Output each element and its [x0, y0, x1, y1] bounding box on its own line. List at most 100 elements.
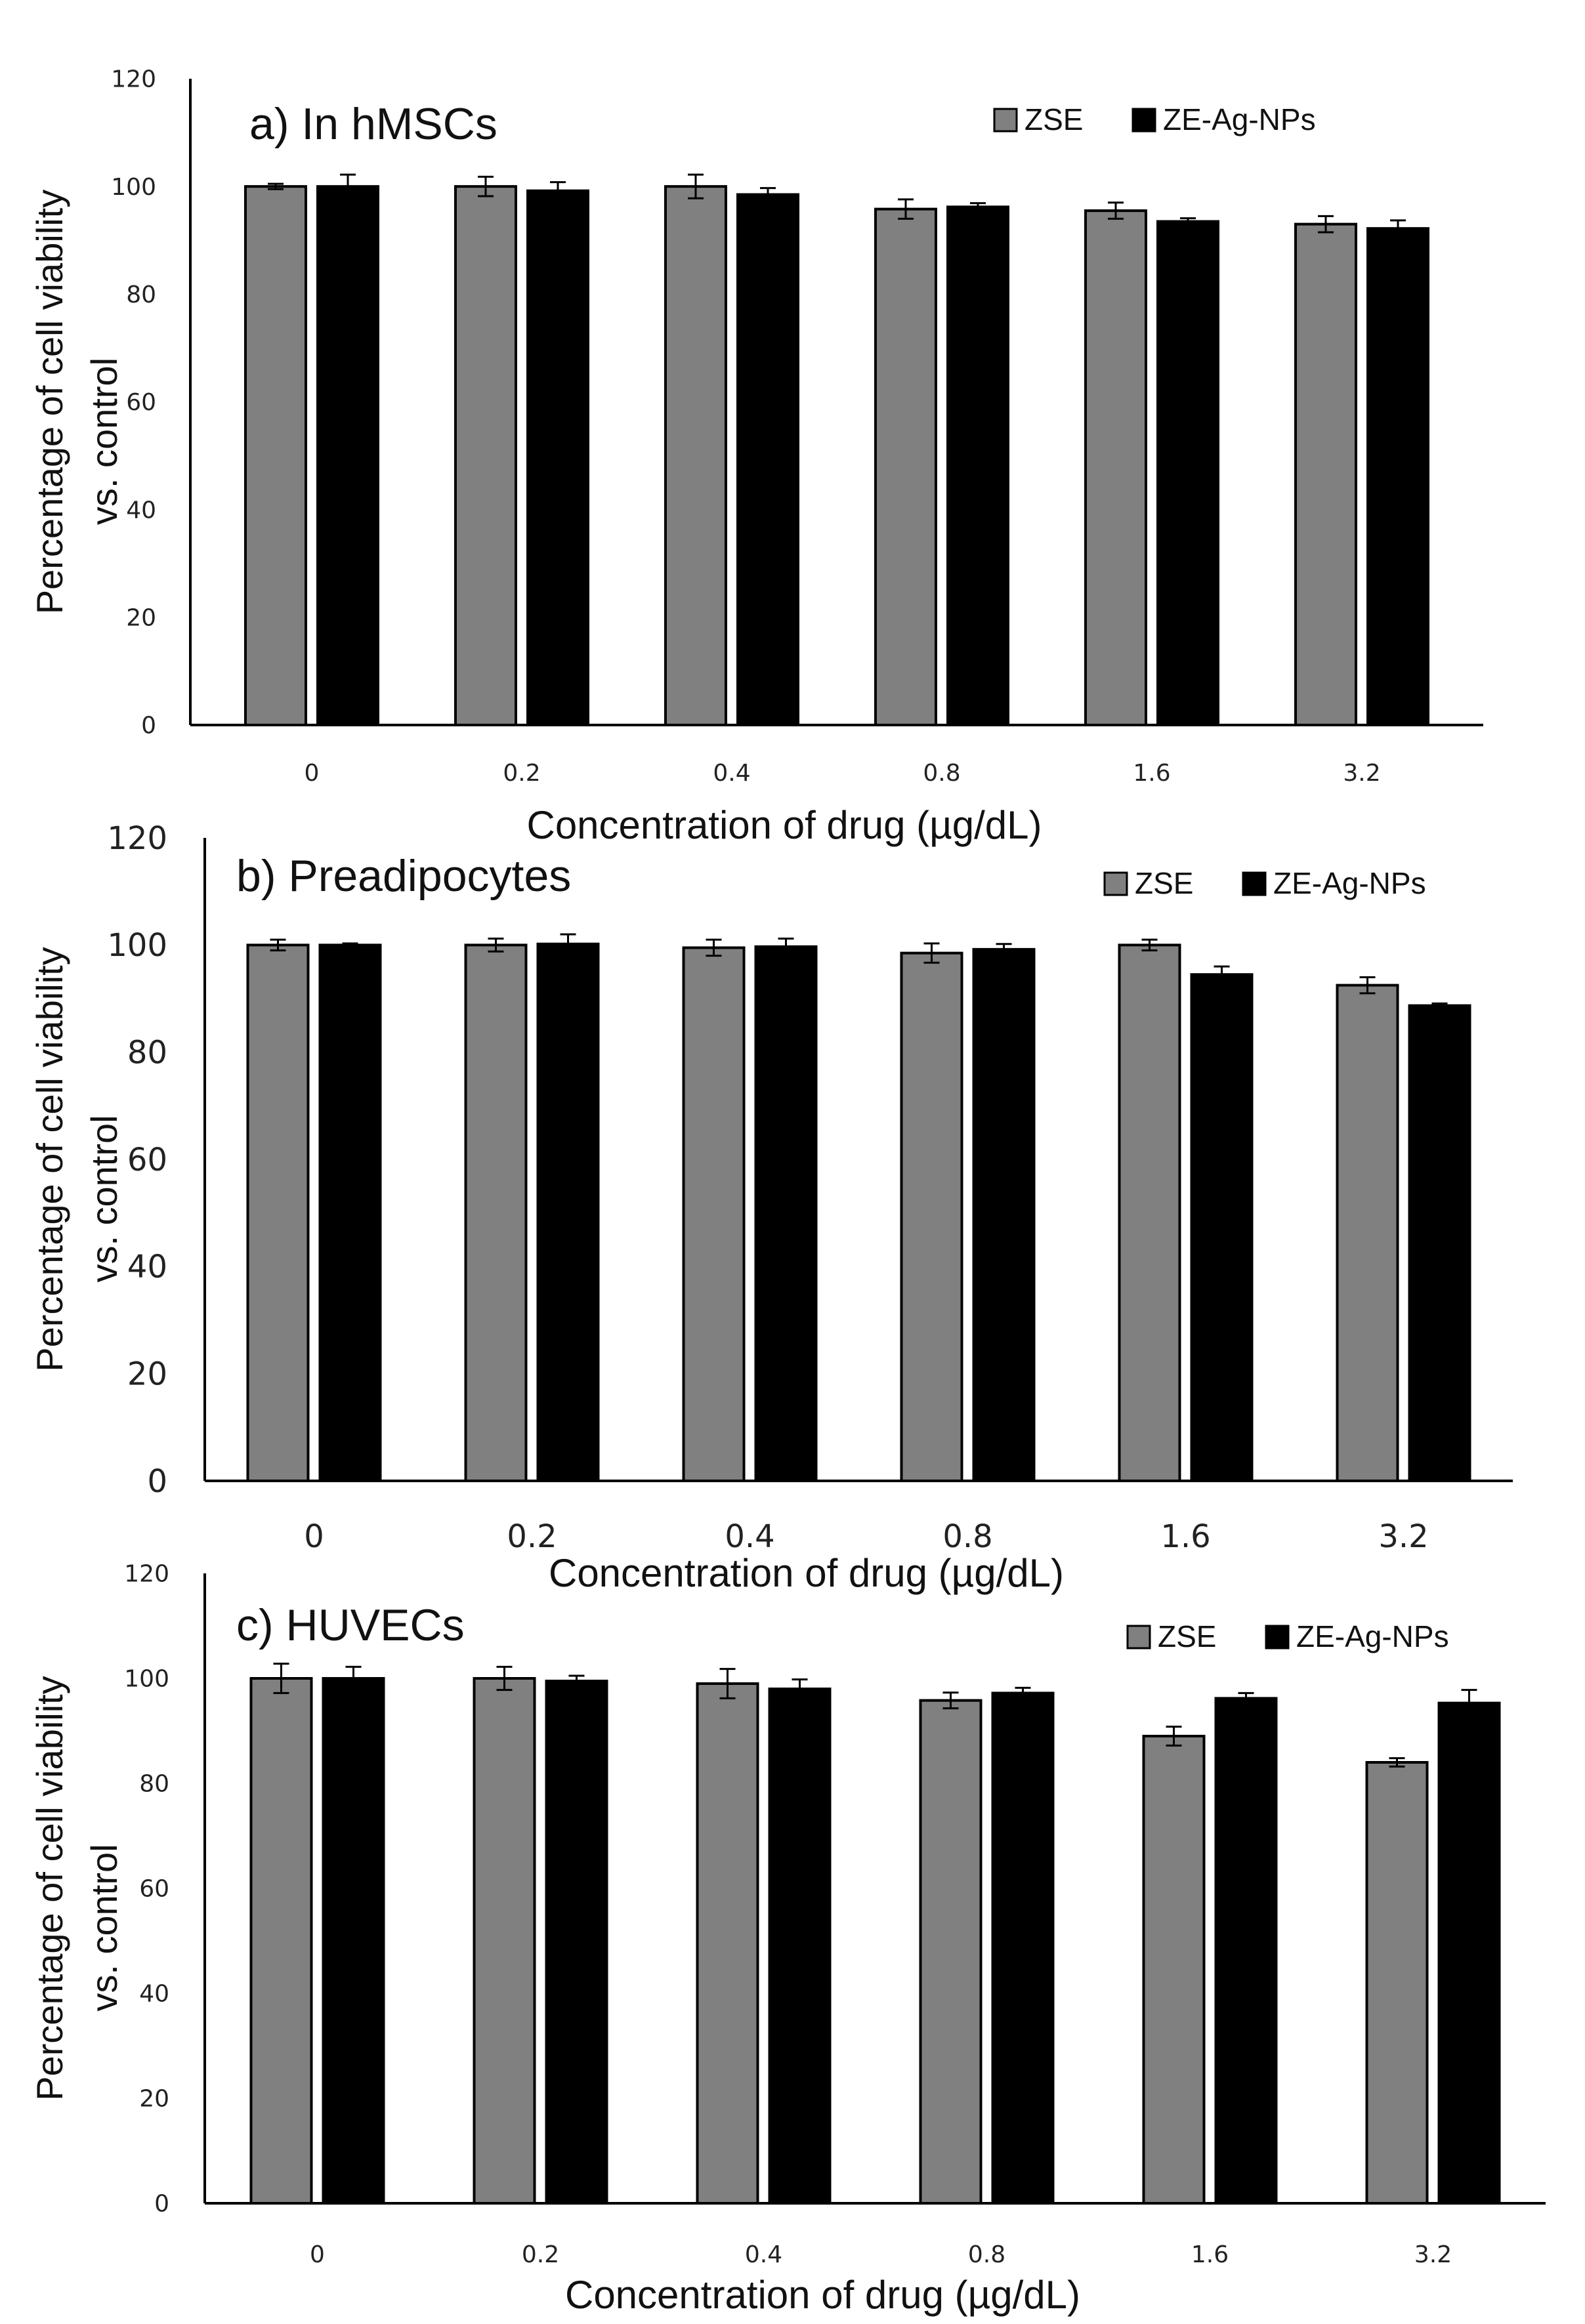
y-tick-label: 20 — [127, 1356, 167, 1392]
y-axis-title: Percentage of cell viability — [29, 947, 70, 1371]
bar-ze-ag-nps — [1437, 1701, 1501, 2205]
legend-swatch — [1265, 1625, 1290, 1650]
y-axis-title: Percentage of cell viability — [29, 1676, 70, 2100]
y-tick-label: 40 — [126, 497, 156, 524]
bar-zse — [473, 1677, 536, 2205]
y-tick-label: 60 — [126, 389, 156, 416]
x-axis-title: Concentration of drug (µg/dL) — [526, 803, 1042, 847]
x-tick-label: 0.8 — [968, 2241, 1005, 2268]
bar-ze-ag-nps — [318, 944, 382, 1483]
x-tick-label: 3.2 — [1414, 2241, 1452, 2268]
bar-ze-ag-nps — [536, 942, 600, 1482]
bar-zse — [1084, 209, 1147, 726]
bar-zse — [244, 185, 307, 726]
bar-ze-ag-nps — [1408, 1004, 1471, 1483]
x-tick-label: 1.6 — [1133, 760, 1170, 787]
y-tick-label: 40 — [139, 1981, 169, 2008]
y-tick-label: 120 — [124, 1561, 169, 1588]
bar-ze-ag-nps — [946, 205, 1009, 726]
bar-zse — [249, 1677, 313, 2205]
x-tick-label: 0 — [304, 1518, 324, 1555]
x-tick-label: 0.2 — [522, 2241, 559, 2268]
bar-ze-ag-nps — [316, 185, 379, 726]
y-tick-label: 60 — [139, 1876, 169, 1903]
bar-ze-ag-nps — [972, 947, 1036, 1483]
x-axis-title: Concentration of drug (µg/dL) — [549, 1551, 1064, 1595]
y-tick-label: 0 — [147, 1463, 167, 1500]
bar-ze-ag-nps — [991, 1691, 1055, 2205]
y-axis-title-line2: vs. control — [83, 1115, 125, 1282]
y-tick-label: 120 — [111, 66, 156, 93]
x-tick-label: 0.4 — [725, 1518, 774, 1555]
x-tick-label: 0.2 — [507, 1518, 557, 1555]
bar-ze-ag-nps — [1190, 973, 1254, 1482]
bar-ze-ag-nps — [1156, 220, 1219, 727]
bar-ze-ag-nps — [1366, 227, 1429, 727]
bar-zse — [464, 944, 528, 1483]
bar-ze-ag-nps — [545, 1680, 608, 2205]
bar-zse — [874, 207, 937, 726]
y-tick-label: 60 — [127, 1142, 167, 1178]
legend-swatch — [1126, 1625, 1151, 1650]
y-tick-label: 100 — [107, 927, 167, 964]
legend-swatch — [1242, 871, 1267, 896]
bar-zse — [696, 1682, 759, 2205]
bar-zse — [1336, 984, 1399, 1483]
x-tick-label: 3.2 — [1343, 760, 1380, 787]
bar-zse — [682, 946, 746, 1482]
y-tick-label: 80 — [126, 281, 156, 308]
bar-ze-ag-nps — [1214, 1697, 1278, 2205]
x-tick-label: 0.4 — [713, 760, 750, 787]
bar-zse — [246, 944, 310, 1483]
bar-zse — [454, 185, 517, 726]
legend-label: ZSE — [1025, 102, 1083, 136]
x-tick-label: 0 — [310, 2241, 325, 2268]
x-tick-label: 0.4 — [745, 2241, 782, 2268]
panel-title: a) In hMSCs — [249, 99, 497, 149]
x-axis-title: Concentration of drug (µg/dL) — [565, 2273, 1080, 2317]
y-tick-label: 100 — [111, 174, 156, 201]
bar-zse — [900, 951, 963, 1483]
y-axis-title-line2: vs. control — [83, 1844, 125, 2011]
legend-label: ZE-Ag-NPs — [1273, 866, 1426, 900]
y-tick-label: 20 — [139, 2086, 169, 2113]
legend-label: ZE-Ag-NPs — [1163, 102, 1316, 136]
y-tick-label: 100 — [124, 1666, 169, 1693]
y-axis-title-line2: vs. control — [83, 358, 125, 525]
legend-label: ZSE — [1158, 1619, 1216, 1653]
x-tick-label: 0 — [305, 760, 320, 787]
x-tick-label: 1.6 — [1160, 1518, 1210, 1555]
legend-swatch — [1103, 871, 1128, 896]
y-tick-label: 0 — [154, 2191, 169, 2218]
legend-label: ZE-Ag-NPs — [1296, 1619, 1449, 1653]
bar-ze-ag-nps — [768, 1688, 832, 2205]
legend-swatch — [1131, 108, 1156, 133]
bar-ze-ag-nps — [526, 189, 589, 726]
x-tick-label: 3.2 — [1378, 1518, 1428, 1555]
bar-zse — [1142, 1735, 1206, 2205]
bar-zse — [664, 185, 727, 726]
y-tick-label: 80 — [127, 1034, 167, 1071]
y-tick-label: 0 — [141, 713, 156, 739]
y-tick-label: 20 — [126, 604, 156, 631]
x-tick-label: 0.8 — [923, 760, 960, 787]
chart-panel-3: 0 20 40 60 80 100 120 0 0.2 0.4 0.8 1.6 3.2 c) HUVECs… — [29, 1561, 1546, 2317]
x-tick-label: 0.2 — [503, 760, 540, 787]
bar-zse — [1118, 944, 1181, 1483]
panel-title: b) Preadipocytes — [236, 851, 571, 901]
bar-ze-ag-nps — [736, 193, 799, 726]
bar-ze-ag-nps — [322, 1677, 385, 2205]
panel-title: c) HUVECs — [236, 1600, 465, 1650]
legend-swatch — [993, 108, 1018, 133]
chart-panel-1: 0 20 40 60 80 100 120 0 0.2 0.4 0.8 1.6 3.2 a) In hMS… — [29, 66, 1483, 847]
legend-label: ZSE — [1135, 866, 1193, 900]
y-tick-label: 40 — [127, 1249, 167, 1285]
y-axis-title: Percentage of cell viability — [29, 190, 70, 614]
bar-zse — [1365, 1761, 1429, 2205]
x-tick-label: 0.8 — [942, 1518, 992, 1555]
bar-zse — [1294, 222, 1357, 726]
x-tick-label: 1.6 — [1191, 2241, 1229, 2268]
y-tick-label: 120 — [107, 820, 167, 857]
y-tick-label: 80 — [139, 1771, 169, 1798]
